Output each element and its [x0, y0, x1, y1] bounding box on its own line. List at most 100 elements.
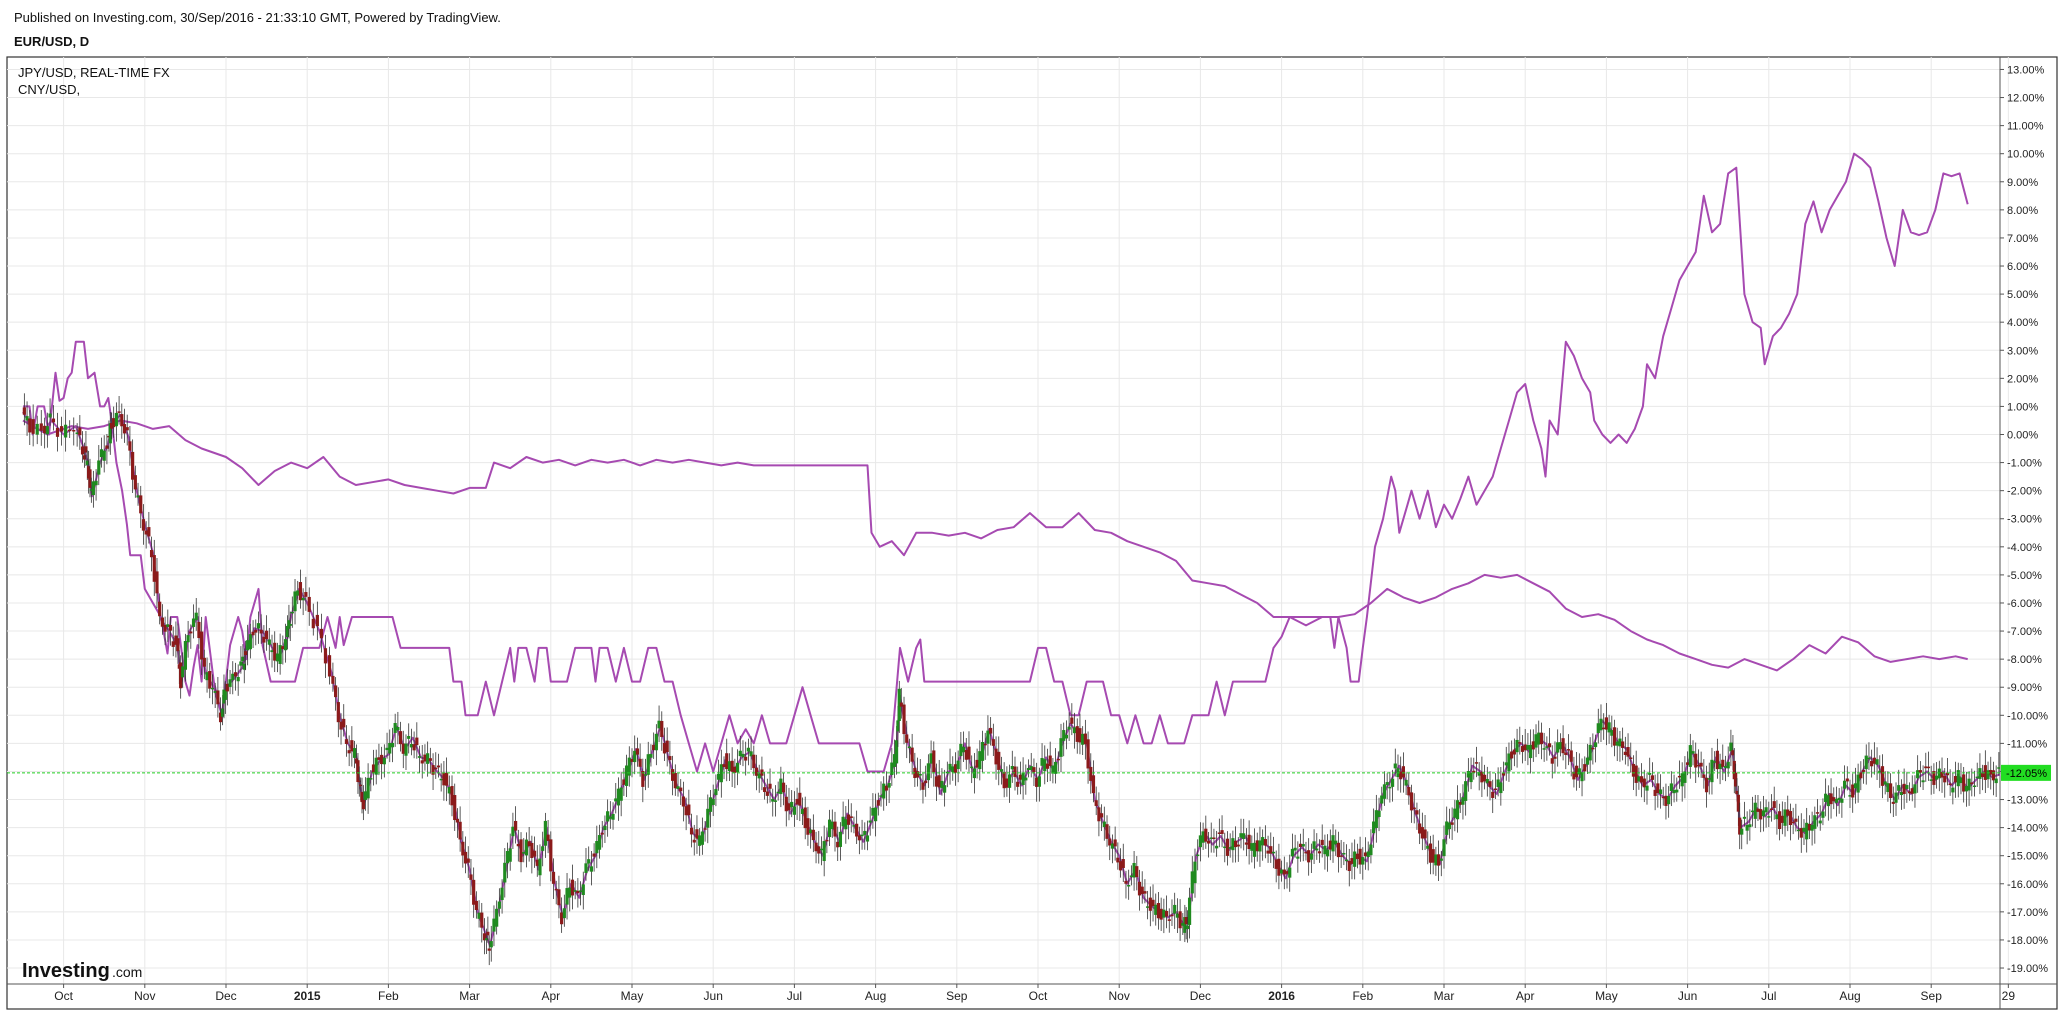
- candle-body: [964, 749, 968, 760]
- y-tick-label: 3.00%: [2007, 345, 2038, 357]
- candle-body: [646, 754, 650, 775]
- candle-body: [505, 851, 510, 864]
- candle-body: [31, 419, 35, 434]
- candle-body: [1209, 837, 1213, 839]
- candle-body: [1304, 851, 1308, 854]
- candle-body: [760, 769, 764, 776]
- candle-body: [1269, 846, 1273, 854]
- candle-body: [1972, 785, 1977, 788]
- candle-body: [1648, 772, 1652, 775]
- y-tick-label: 8.00%: [2007, 205, 2038, 217]
- candle-body: [1736, 794, 1740, 812]
- candle-body: [1558, 742, 1562, 750]
- candle-body: [1786, 809, 1790, 816]
- candle-body: [1380, 795, 1384, 804]
- candle-body: [144, 530, 148, 535]
- candle-body: [412, 744, 416, 751]
- candle-body: [1761, 810, 1765, 817]
- grid: [7, 57, 2009, 984]
- candle-body: [541, 846, 545, 851]
- candle-body: [80, 446, 85, 455]
- candle-body: [45, 426, 49, 435]
- candle-body: [1366, 851, 1370, 857]
- candle-body: [554, 888, 558, 891]
- candle-body: [304, 592, 308, 597]
- candle-body: [278, 645, 282, 664]
- candle-body: [1926, 766, 1931, 769]
- candle-body: [1918, 770, 1922, 773]
- candle-body: [125, 427, 129, 431]
- candle-body: [825, 839, 829, 842]
- candle-body: [514, 820, 518, 831]
- candle-body: [183, 641, 187, 670]
- candle-body: [879, 795, 883, 797]
- candle-body: [407, 736, 411, 739]
- candle-body: [431, 765, 435, 775]
- candle-body: [1480, 771, 1484, 783]
- candle-body: [1899, 792, 1904, 796]
- candle-body: [213, 691, 217, 693]
- candle-body: [1464, 781, 1468, 801]
- candle-body: [676, 786, 680, 790]
- x-tick-label: Nov: [134, 989, 155, 1003]
- candle-body: [288, 624, 292, 626]
- candle-body: [1496, 779, 1500, 788]
- candle-body: [1116, 857, 1120, 863]
- candle-body: [105, 445, 109, 449]
- candle-body: [1271, 851, 1276, 854]
- candle-body: [573, 890, 577, 892]
- candle-body: [231, 673, 235, 681]
- candle-body: [1897, 785, 1901, 791]
- candle-body: [746, 747, 750, 752]
- candle-body: [434, 767, 438, 770]
- candle-body: [798, 792, 802, 806]
- candle-body: [943, 785, 947, 793]
- candle-body: [781, 782, 786, 793]
- candle-body: [1861, 770, 1866, 772]
- candle-body: [562, 908, 566, 919]
- candle-body: [1309, 853, 1313, 860]
- candle-body: [929, 753, 933, 764]
- candle-body: [1826, 795, 1830, 807]
- candle-body: [1233, 840, 1238, 848]
- candle-body: [757, 773, 761, 779]
- candle-body: [342, 718, 346, 728]
- candle-body: [687, 804, 691, 816]
- candle-body: [1864, 755, 1868, 770]
- time-axis: Oct Nov Dec 2015 Feb Mar Apr May Jun Jul Aug Sep Oct…: [54, 984, 2015, 1003]
- y-tick-label: -10.00%: [2007, 710, 2048, 722]
- candle-body: [1929, 779, 1933, 781]
- candle-body: [64, 424, 68, 438]
- y-tick-label: -1.00%: [2007, 458, 2042, 470]
- candle-body: [1250, 843, 1254, 851]
- candle-body: [1164, 910, 1169, 917]
- candle-body: [1553, 756, 1557, 759]
- candle-body: [1935, 775, 1939, 780]
- y-tick-label: 7.00%: [2007, 233, 2038, 245]
- candle-body: [1469, 772, 1473, 783]
- candle-body: [176, 638, 180, 652]
- candle-body: [1723, 765, 1728, 768]
- candle-body: [638, 758, 642, 767]
- candle-body: [487, 948, 491, 951]
- candle-body: [166, 624, 170, 627]
- candle-body: [1201, 831, 1205, 843]
- candle-body: [819, 848, 824, 851]
- candle-body: [1190, 871, 1194, 894]
- candle-body: [1807, 823, 1811, 831]
- series-line-jpy-usd: [22, 411, 2001, 947]
- candle-body: [311, 618, 315, 629]
- candle-body: [447, 786, 451, 794]
- candle-body: [719, 764, 723, 783]
- candle-body: [461, 841, 465, 856]
- candle-body: [1889, 783, 1893, 799]
- candle-body: [366, 777, 370, 799]
- candle-body: [833, 821, 837, 837]
- candle-body: [887, 782, 891, 788]
- candle-body: [1610, 730, 1614, 736]
- candle-body: [390, 742, 395, 748]
- candle-body: [1255, 840, 1259, 852]
- candle-body: [160, 617, 164, 627]
- candle-body: [242, 663, 246, 670]
